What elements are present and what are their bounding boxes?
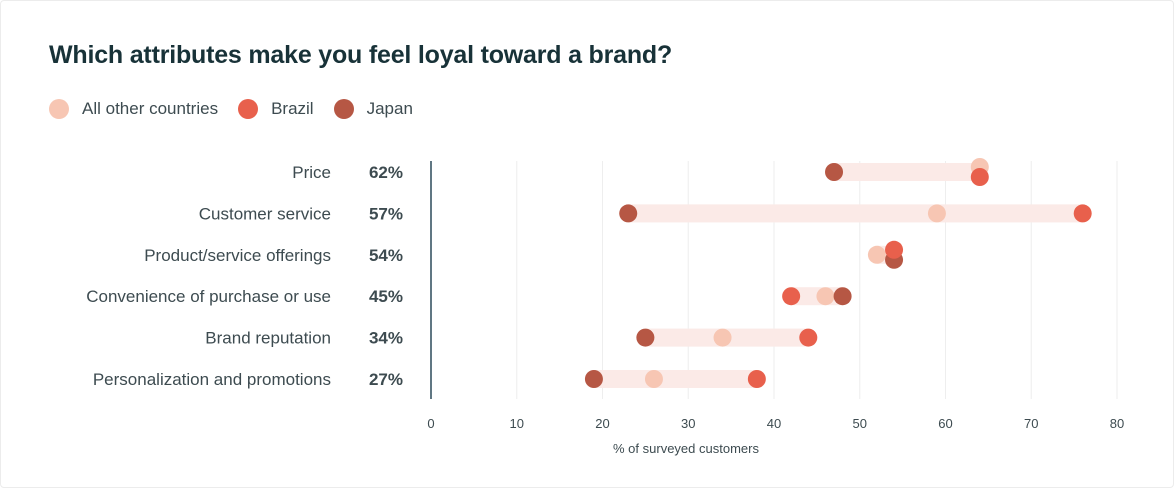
x-tick-label: 50 bbox=[853, 416, 867, 431]
category-label: Customer service bbox=[199, 204, 331, 223]
x-tick-label: 30 bbox=[681, 416, 695, 431]
legend-swatch-japan bbox=[333, 99, 354, 119]
dot-japan bbox=[636, 328, 655, 347]
dot-japan bbox=[833, 287, 852, 306]
dot-brazil bbox=[747, 370, 766, 388]
dot-brazil bbox=[885, 240, 904, 259]
overall-percent: 54% bbox=[369, 246, 403, 265]
legend-label: All other countries bbox=[82, 99, 219, 118]
dot-all-other-countries bbox=[644, 370, 663, 388]
category-label: Brand reputation bbox=[205, 329, 331, 348]
dot-japan bbox=[825, 163, 844, 181]
overall-percent: 57% bbox=[369, 204, 403, 223]
legend-item-all-other-countries: All other countries bbox=[49, 99, 218, 119]
legend-swatch-all-other-countries bbox=[49, 99, 69, 119]
overall-percent: 34% bbox=[369, 329, 403, 348]
dot-japan bbox=[619, 204, 638, 223]
x-tick-label: 10 bbox=[510, 416, 524, 431]
x-tick-label: 70 bbox=[1024, 416, 1038, 431]
legend-label: Brazil bbox=[271, 99, 314, 118]
dot-brazil bbox=[799, 328, 818, 347]
dot-brazil bbox=[782, 287, 801, 306]
x-tick-label: 20 bbox=[595, 416, 609, 431]
x-tick-label: 40 bbox=[767, 416, 781, 431]
range-band bbox=[834, 163, 980, 181]
range-band bbox=[628, 204, 1083, 223]
dot-brazil bbox=[1073, 204, 1092, 223]
legend: All other countries Brazil Japan bbox=[49, 99, 433, 119]
overall-percent: 27% bbox=[369, 370, 403, 389]
range-band bbox=[593, 370, 757, 388]
x-axis-label: % of surveyed customers bbox=[613, 441, 759, 456]
dot-all-other-countries bbox=[927, 204, 946, 223]
legend-item-brazil: Brazil bbox=[238, 99, 314, 119]
dot-all-other-countries bbox=[867, 245, 886, 264]
x-tick-label: 60 bbox=[938, 416, 952, 431]
legend-swatch-brazil bbox=[238, 99, 259, 119]
dot-brazil bbox=[970, 168, 989, 186]
dot-japan bbox=[584, 370, 603, 388]
chart-title: Which attributes make you feel loyal tow… bbox=[49, 41, 673, 69]
dot-all-other-countries bbox=[713, 328, 732, 347]
category-label: Personalization and promotions bbox=[93, 370, 331, 389]
category-label: Product/service offerings bbox=[144, 246, 331, 265]
x-tick-label: 0 bbox=[427, 416, 434, 431]
overall-percent: 45% bbox=[369, 287, 403, 306]
legend-label: Japan bbox=[366, 99, 413, 118]
category-label: Convenience of purchase or use bbox=[86, 287, 331, 306]
overall-percent: 62% bbox=[369, 163, 403, 182]
dot-all-other-countries bbox=[816, 287, 835, 306]
legend-item-japan: Japan bbox=[333, 99, 413, 119]
category-label: Price bbox=[292, 163, 331, 182]
x-tick-label: 80 bbox=[1110, 416, 1124, 431]
